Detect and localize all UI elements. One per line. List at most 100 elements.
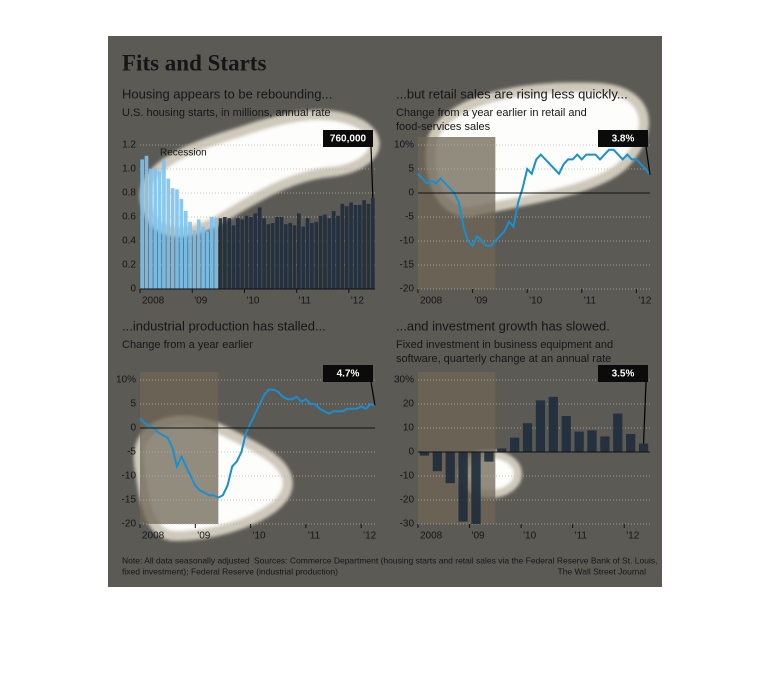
bar [175,189,179,289]
bar [327,218,332,289]
chart-subtitle: software, quarterly change at an annual … [396,353,611,365]
bar [196,219,201,289]
y-tick-label: 20 [403,399,415,410]
chart-subtitle: U.S. housing starts, in millions, annual… [122,107,331,119]
bar [600,436,610,452]
chart-subtitle: food-services sales [396,121,491,133]
y-tick-label: -15 [122,495,137,506]
recession-band [418,372,496,524]
y-tick-label: 10% [394,140,414,151]
y-tick-label: 1.2 [122,140,136,151]
y-tick-label: -10 [122,471,137,482]
bar [209,217,214,289]
recession-band [418,137,496,289]
y-tick-label: -10 [400,471,415,482]
bar [296,213,301,289]
bar [288,223,292,289]
chart-title: ...and investment growth has slowed. [396,318,610,333]
bar [292,225,297,289]
bar [249,217,253,289]
y-tick-label: 0 [130,423,136,434]
sources: Sources: Commerce Department (housing st… [254,555,657,565]
bar [638,443,649,452]
callout-box [323,130,373,147]
x-tick-label: '12 [626,531,639,542]
y-tick-label: 1.0 [122,164,136,175]
callout-pointer [370,381,376,406]
bar [236,218,240,289]
bar [471,452,481,524]
x-tick-label: '10 [523,531,536,542]
y-tick-label: -20 [400,495,415,506]
bar [510,437,520,452]
bar [149,169,153,289]
bar [419,452,430,456]
x-tick-label: '09 [475,296,488,307]
y-tick-label: 0 [130,284,136,295]
y-tick-label: 0 [408,447,414,458]
y-tick-label: -10 [400,236,415,247]
x-tick-label: '09 [197,531,210,542]
bar [218,218,223,289]
y-tick-label: -20 [122,519,137,530]
chart-subtitle: Fixed investment in business equipment a… [396,339,613,351]
bar [587,430,597,452]
callout-box [323,365,373,382]
bar [279,217,284,289]
x-tick-label: '11 [308,531,321,542]
bar [432,452,442,472]
bar [270,223,275,289]
bar [349,202,353,289]
x-tick-label: 2008 [420,531,443,542]
bar [253,213,258,289]
sources: fixed investment); Federal Reserve (indu… [122,566,338,576]
x-tick-label: '12 [351,296,364,307]
x-tick-label: '09 [194,296,207,307]
bar [535,400,546,452]
bar [362,200,366,289]
note: Note: All data seasonally adjusted [122,555,250,565]
bar [353,205,358,289]
bar [445,452,455,484]
y-tick-label: 0.4 [122,236,136,247]
callout-pointer [642,381,647,444]
line [139,388,376,499]
x-tick-label: '10 [246,296,259,307]
callout-box [598,365,648,382]
callout-label: 4.7% [337,369,360,380]
callout-pointer [645,146,651,175]
x-tick-label: '11 [299,296,312,307]
bar [223,217,227,289]
bar [310,223,314,289]
x-tick-label: 2008 [142,296,165,307]
bar [244,215,249,289]
callout-label: 3.5% [612,369,635,380]
bar [323,214,327,289]
chart-title: ...industrial production has stalled... [122,318,326,333]
line [417,148,651,248]
recession-label: Recession [160,148,207,159]
page-title: Fits and Starts [122,50,266,75]
bar [192,230,197,289]
chart-title: Housing appears to be rebounding... [122,86,332,101]
bar [331,211,336,289]
bar [314,221,319,289]
y-tick-label: 0.2 [122,260,136,271]
bar [205,231,210,289]
callout-label: 760,000 [330,134,367,145]
y-tick-label: 5 [408,164,414,175]
bar [153,167,158,289]
y-tick-label: 30% [394,375,414,386]
bar [548,396,558,452]
x-tick-label: '10 [253,531,266,542]
bar [257,207,262,289]
bar [458,452,468,522]
bar [240,219,245,289]
bar [275,217,279,289]
bar [227,218,232,289]
bar [266,224,271,289]
bar [201,226,205,289]
callout-box [598,130,648,147]
y-tick-label: 10% [116,375,136,386]
bar [574,431,584,452]
